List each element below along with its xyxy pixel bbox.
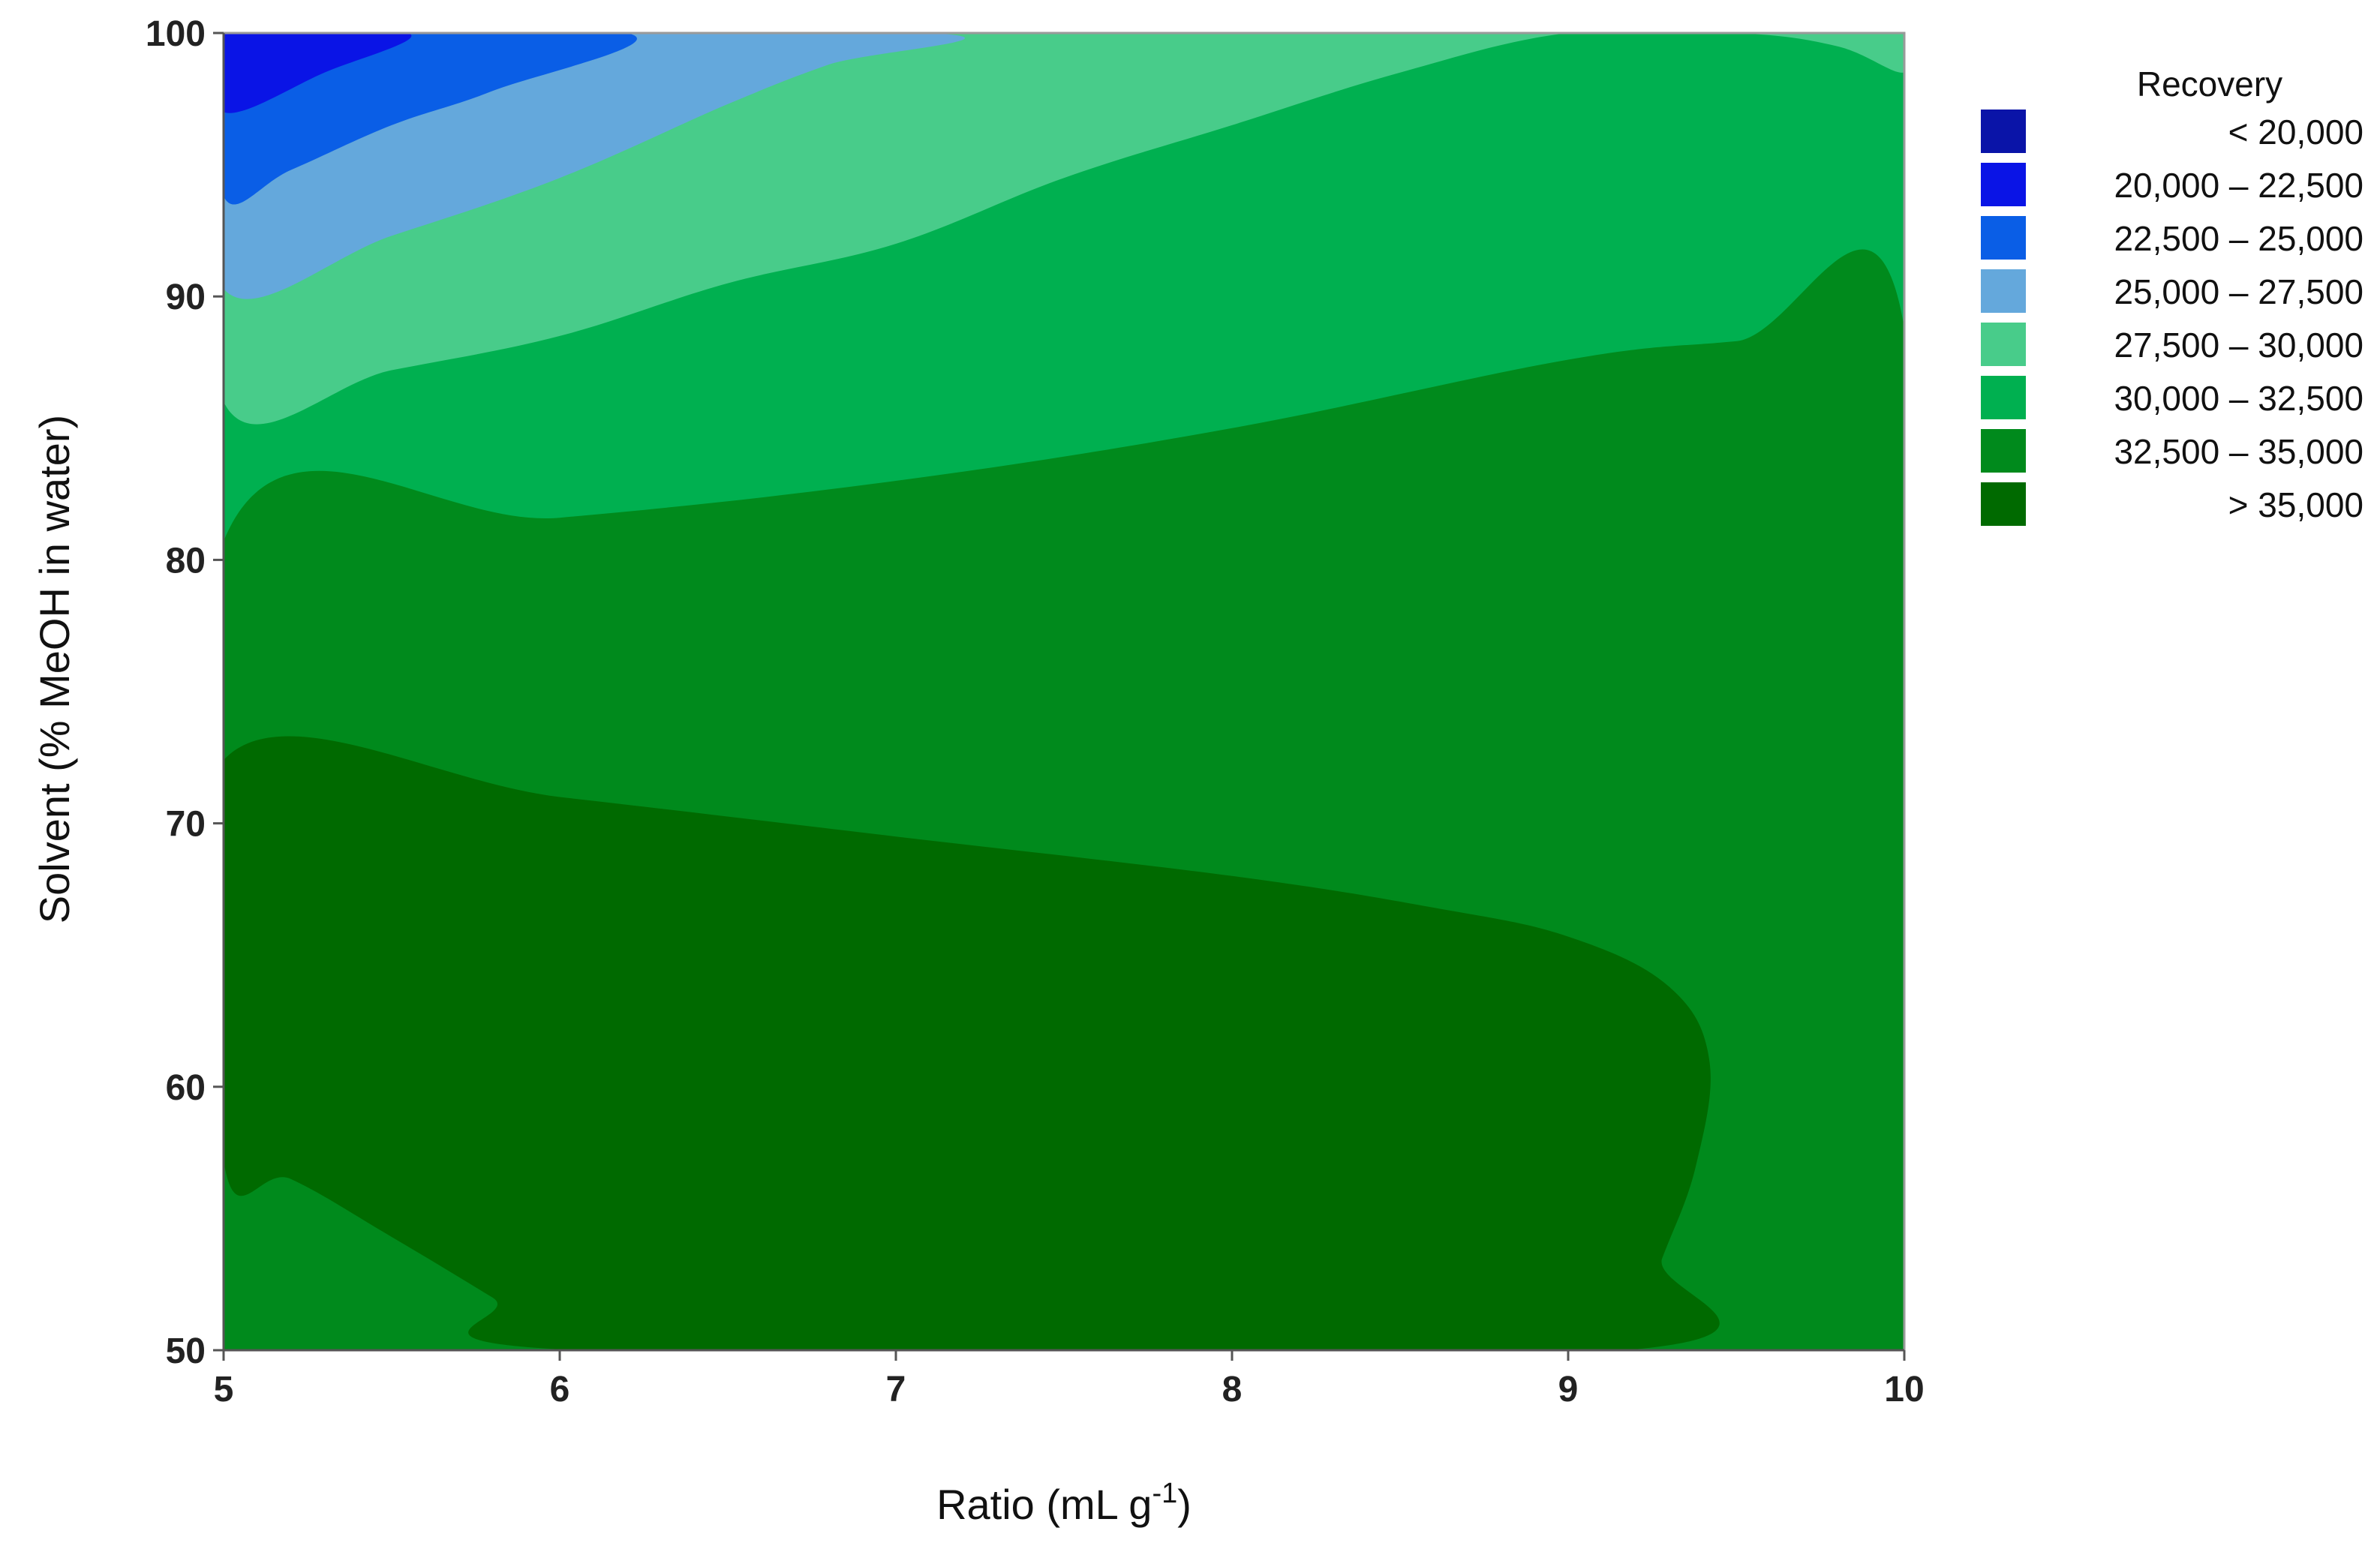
contour-region-3 [224, 33, 637, 205]
x-axis-title-main: Ratio (mL g [936, 1481, 1152, 1528]
legend-swatch [1981, 429, 2026, 473]
legend-label: 22,500 – 25,000 [2114, 219, 2363, 258]
legend-label: 20,000 – 22,500 [2114, 166, 2363, 205]
x-axis-title-superscript: -1 [1152, 1478, 1177, 1509]
x-tick-label: 9 [1558, 1370, 1579, 1409]
x-tick-label: 6 [550, 1370, 570, 1409]
x-axis-title: Ratio (mL g-1) [936, 1478, 1192, 1528]
contour-region-4 [224, 33, 412, 113]
y-tick-label: 80 [166, 541, 206, 581]
legend-swatch [1981, 269, 2026, 313]
legend-swatch [1981, 163, 2026, 206]
y-tick-label: 90 [166, 278, 206, 317]
legend-title: Recovery [2137, 65, 2282, 104]
x-axis: 5 6 7 8 9 10 [214, 1349, 1925, 1409]
y-tick-label: 100 [146, 14, 206, 54]
y-tick-label: 60 [166, 1068, 206, 1108]
legend-swatch [1981, 323, 2026, 366]
y-tick-label: 50 [166, 1331, 206, 1371]
y-tick-label: 70 [166, 805, 206, 845]
y-axis: 50 60 70 80 90 100 [146, 14, 225, 1371]
x-tick-label: 10 [1884, 1370, 1924, 1409]
legend-label: 32,500 – 35,000 [2114, 432, 2363, 471]
x-axis-title-suffix: ) [1177, 1481, 1192, 1528]
contour-region-6 [224, 736, 1720, 1350]
legend-label: 30,000 – 32,500 [2114, 379, 2363, 418]
legend-label: < 20,000 [2228, 113, 2363, 152]
legend-entries: < 20,000 20,000 – 22,500 22,500 – 25,000 25… [1981, 110, 2363, 526]
x-tick-label: 8 [1222, 1370, 1243, 1409]
legend-swatch [1981, 216, 2026, 260]
x-tick-label: 7 [886, 1370, 906, 1409]
legend-swatch [1981, 482, 2026, 526]
plot-area [222, 32, 1906, 1352]
x-tick-label: 5 [214, 1370, 234, 1409]
legend-label: 25,000 – 27,500 [2114, 272, 2363, 311]
legend-label: 27,500 – 30,000 [2114, 326, 2363, 365]
legend-swatch [1981, 376, 2026, 419]
legend-swatch [1981, 110, 2026, 153]
legend-label: > 35,000 [2228, 485, 2363, 524]
legend: Recovery < 20,000 20,000 – 22,500 22,500 –… [1981, 65, 2363, 526]
y-axis-title: Solvent (% MeOH in water) [31, 415, 78, 923]
contour-regions [224, 33, 1904, 1350]
